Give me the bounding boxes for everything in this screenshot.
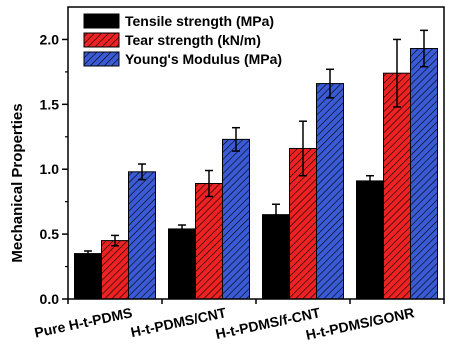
category-label-2: H-t-PDMS/CNT [129,304,228,340]
bar-2-2 [195,182,223,300]
legend-swatch-3 [83,51,120,67]
bar-3-3 [316,83,344,300]
bar-2-1 [101,240,129,300]
y-tick-label-1: 0.0 [40,291,60,307]
y-tick-label-4: 1.5 [40,96,60,112]
legend-swatch-2 [83,32,120,48]
bar-3-4 [410,48,438,300]
bar-1-3 [262,214,290,300]
y-tick-label-5: 2.0 [40,31,60,47]
legend: Tensile strength (MPa) Tear strength (kN/… [83,13,282,67]
bar-1-1 [74,253,102,300]
legend-label-2: Tear strength (kN/m) [125,32,261,48]
bar-1-4 [356,180,384,300]
legend-label-1: Tensile strength (MPa) [125,13,274,29]
bar-1-2 [168,228,196,300]
legend-label-3: Young's Modulus (MPa) [125,51,282,67]
plot-area [74,29,438,300]
y-tick-label-2: 0.5 [40,226,60,242]
y-tick-label-3: 1.0 [40,161,60,177]
bar-3-2 [222,138,250,300]
category-label-4: H-t-PDMS/GONR [304,304,415,343]
category-label-1: Pure H-t-PDMS [33,304,134,340]
y-axis-title: Mechanical Properties [9,103,26,262]
bar-3-1 [128,171,156,300]
legend-swatch-1 [83,13,120,29]
